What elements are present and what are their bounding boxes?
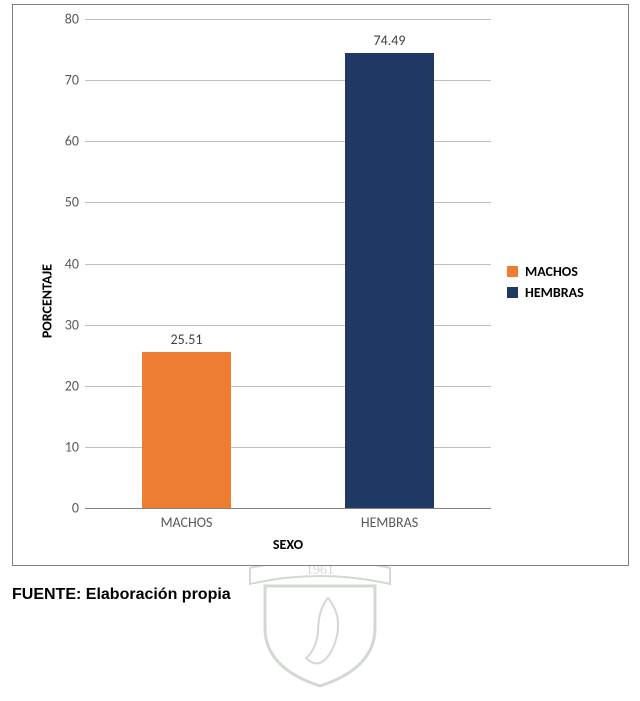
bar-chart: 0 10 20 30 40 50 60 70 80 MACHOS HEMBRAS 25.51 74.49… [12, 4, 629, 566]
bar [345, 53, 434, 508]
legend-label: HEMBRAS [525, 284, 584, 301]
y-tick-label: 30 [65, 316, 79, 333]
y-tick-label: 0 [72, 500, 79, 517]
gridline [85, 19, 491, 20]
y-tick-label: 70 [65, 72, 79, 89]
legend-item: HEMBRAS [507, 284, 584, 301]
y-axis-title: PORCENTAJE [39, 264, 56, 338]
source-caption: FUENTE: Elaboración propia [12, 586, 231, 604]
x-axis-title: SEXO [273, 536, 303, 553]
legend-label: MACHOS [525, 263, 578, 280]
bar [142, 352, 231, 508]
background-crest: 1961 [210, 550, 430, 690]
x-tick-label: MACHOS [161, 514, 213, 531]
y-tick-label: 60 [65, 133, 79, 150]
x-tick-label: HEMBRAS [361, 514, 418, 531]
legend-swatch [507, 266, 518, 277]
bar-value-label: 74.49 [374, 32, 406, 49]
x-axis-line [85, 508, 491, 509]
y-tick-label: 10 [65, 438, 79, 455]
y-tick-label: 50 [65, 194, 79, 211]
legend-swatch [507, 287, 518, 298]
bar-value-label: 25.51 [171, 331, 203, 348]
y-tick-label: 20 [65, 377, 79, 394]
plot-area: 01020304050607080MACHOSHEMBRAS25.5174.49 [85, 19, 491, 508]
y-tick-label: 40 [65, 255, 79, 272]
legend-item: MACHOS [507, 263, 584, 280]
y-tick-label: 80 [65, 11, 79, 28]
crest-icon: 1961 [210, 550, 430, 690]
legend: MACHOS HEMBRAS [507, 259, 584, 305]
